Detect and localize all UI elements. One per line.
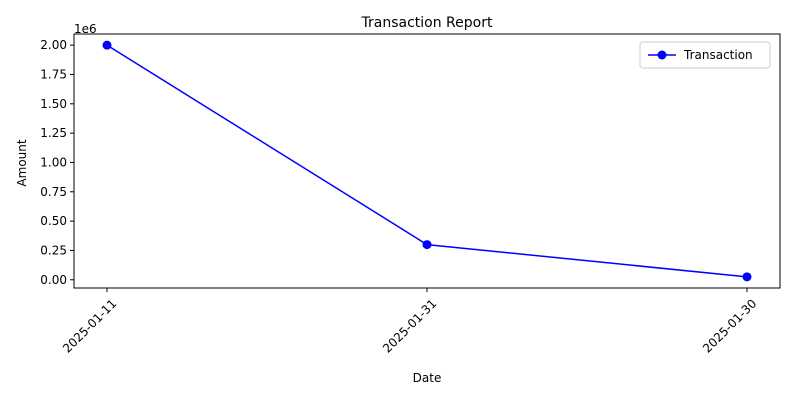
- x-tick-label: 2025-01-30: [700, 296, 759, 355]
- data-point: [742, 272, 752, 282]
- chart-title: Transaction Report: [361, 15, 493, 31]
- legend-marker-swatch: [657, 50, 667, 60]
- y-tick-label: 0.50: [40, 214, 67, 228]
- legend-label: Transaction: [683, 48, 753, 62]
- plot-area: 0.00 0.25 0.50 0.75 1.00 1.25 1.50 1.75 2.00 2025…: [40, 33, 781, 356]
- y-tick-label: 0.00: [40, 273, 67, 287]
- y-tick-label: 0.75: [40, 185, 67, 199]
- legend-box: [639, 41, 771, 69]
- plot-frame: [73, 33, 781, 289]
- y-axis-label: Amount: [15, 139, 29, 186]
- y-tick-label: 1.50: [40, 97, 67, 111]
- x-tick-label: 2025-01-11: [60, 296, 119, 355]
- y-tick-label: 1.75: [40, 67, 67, 81]
- legend: Transaction: [639, 41, 771, 69]
- x-tick-label: 2025-01-31: [380, 296, 439, 355]
- x-axis-label: Date: [413, 371, 442, 385]
- data-point: [102, 40, 112, 50]
- y-tick-label: 1.25: [40, 126, 67, 140]
- y-tick-label: 0.25: [40, 243, 67, 257]
- y-tick-label: 2.00: [40, 38, 67, 52]
- y-tick-label: 1.00: [40, 155, 67, 169]
- data-point: [422, 240, 432, 250]
- y-axis-offset-label: 1e6: [74, 22, 97, 36]
